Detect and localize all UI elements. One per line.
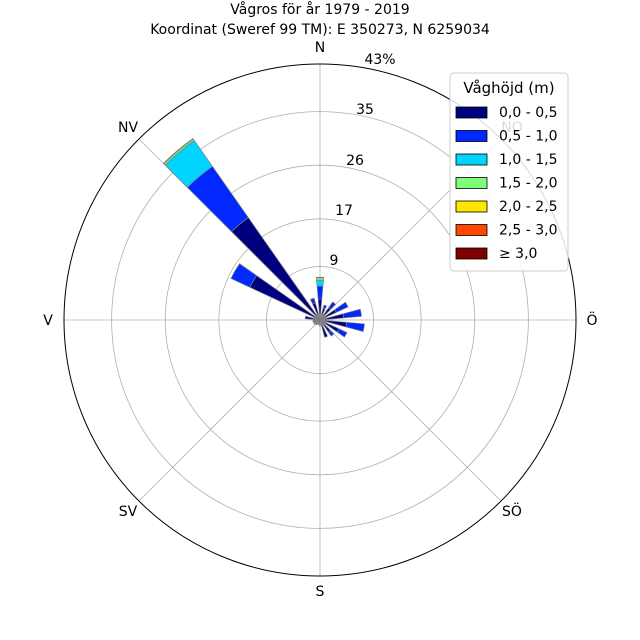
legend-label-1: 0,5 - 1,0 [499, 129, 557, 145]
grid-spoke-225 [138, 319, 321, 502]
legend-items: 0,0 - 0,5 0,5 - 1,0 1,0 - 1,5 1,5 - 2,0 2,0 … [455, 105, 557, 262]
legend-swatch-3 [455, 177, 488, 189]
legend-swatch-5 [455, 224, 488, 236]
bar-dir300-bin1 [230, 263, 258, 288]
legend-label-2: 1,0 - 1,5 [499, 152, 557, 168]
legend-label-3: 1,5 - 2,0 [499, 176, 557, 192]
bar-dir100-bin1 [345, 321, 365, 332]
bar-dir340-bin1 [309, 297, 316, 305]
bar-dir80-bin1 [342, 308, 362, 319]
bar-dir280-bin0 [304, 315, 321, 321]
bar-dir160-bin0 [319, 319, 329, 338]
ring-label-2: 17 [335, 203, 353, 219]
bar-dir120-bin1 [336, 328, 348, 338]
direction-label-v: V [43, 313, 53, 329]
chart-subtitle: Koordinat (Sweref 99 TM): E 350273, N 62… [150, 22, 490, 38]
bar-dir220-bin0 [315, 319, 321, 326]
legend-label-6: ≥ 3,0 [499, 246, 537, 262]
bar-dir260-bin0 [312, 319, 321, 323]
ring-label-3: 26 [346, 153, 364, 169]
bar-dir0-bin2 [316, 279, 324, 287]
bar-dir240-bin0 [313, 319, 321, 325]
bar-dir60-bin1 [334, 301, 349, 313]
direction-label-so: SÖ [502, 502, 522, 520]
bar-sectors [162, 138, 365, 338]
outer-ring [63, 63, 577, 577]
bar-dir140-bin1 [328, 330, 335, 337]
ring-label-4: 35 [356, 102, 374, 118]
grid-spoke-135 [319, 319, 502, 502]
legend-label-4: 2,0 - 2,5 [499, 199, 557, 215]
legend-swatch-1 [455, 130, 488, 142]
legend-frame [449, 72, 569, 272]
axis-labels: N NO Ö SÖ S SV V NV 9 17 26 35 43% [43, 40, 597, 600]
legend-label-5: 2,5 - 3,0 [499, 223, 557, 239]
direction-label-o: Ö [586, 311, 597, 329]
bar-dir40-bin1 [328, 301, 337, 310]
direction-label-n: N [315, 40, 325, 56]
legend-label-0: 0,0 - 0,5 [499, 105, 557, 121]
legend-swatch-2 [455, 153, 488, 166]
ring-label-5: 43% [364, 52, 395, 68]
ring-label-1: 9 [330, 253, 339, 269]
bar-dir0-bin4 [315, 276, 325, 279]
legend-swatch-0 [455, 106, 488, 119]
legend: Våghöjd (m) 0,0 - 0,5 0,5 - 1,0 1,0 - 1,5 1… [449, 72, 569, 272]
bar-dir20-bin1 [322, 304, 328, 310]
bar-dir180-bin0 [319, 319, 321, 327]
legend-swatch-6 [455, 247, 488, 260]
legend-title: Våghöjd (m) [463, 79, 554, 97]
bar-dir320-bin4 [162, 138, 194, 165]
legend-swatch-4 [455, 200, 488, 213]
direction-label-nv: NV [118, 120, 138, 136]
direction-label-sv: SV [119, 504, 138, 520]
bar-dir0-bin1 [316, 285, 324, 300]
chart-title: Vågros för år 1979 - 2019 [230, 1, 409, 18]
direction-label-s: S [316, 584, 325, 600]
